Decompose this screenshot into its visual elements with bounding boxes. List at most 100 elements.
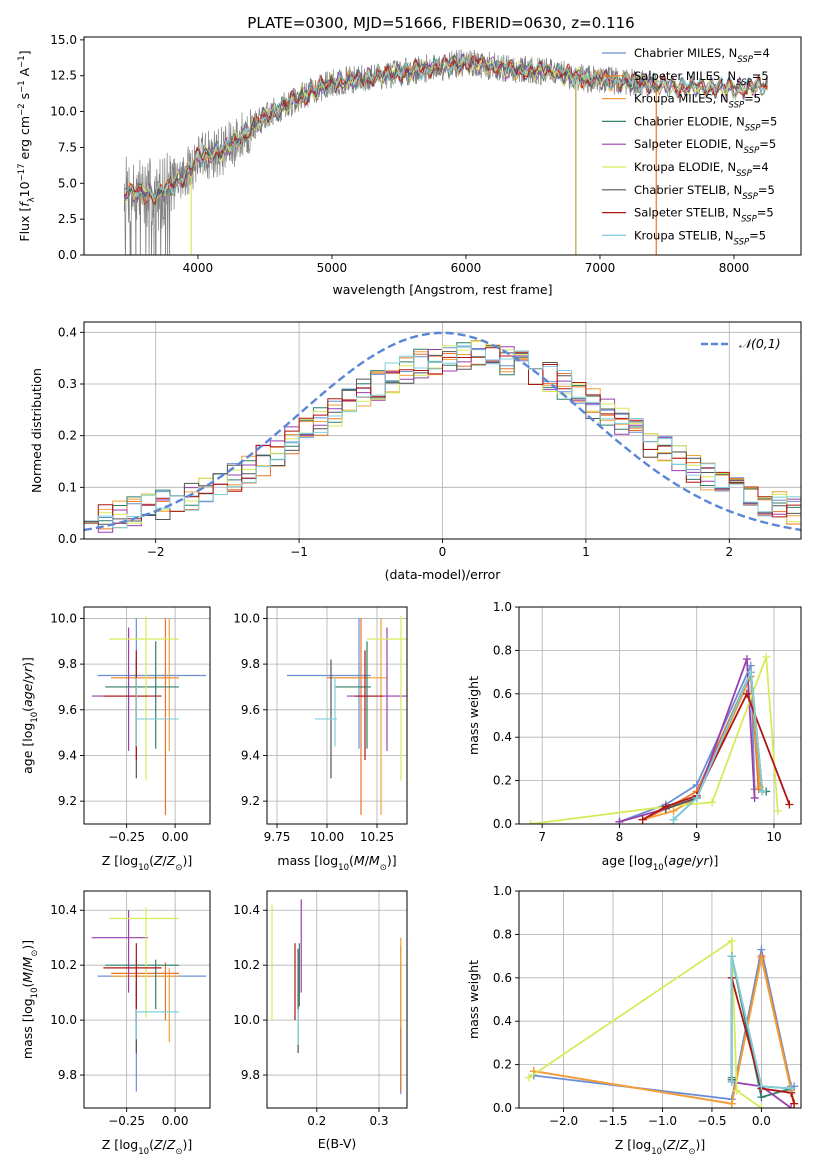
- x-tick-label: −2.0: [549, 1114, 578, 1128]
- plot-area: [84, 331, 801, 533]
- mass-weight-marker: [615, 817, 624, 824]
- y-tick-label: 0.0: [493, 1101, 512, 1115]
- x-tick-label: 7: [538, 830, 546, 844]
- plot-background: [84, 891, 210, 1108]
- x-tick-label: 8000: [719, 261, 750, 275]
- y-tick-label: 0.4: [58, 325, 77, 339]
- mass-weight-line: [730, 955, 792, 1090]
- y-tick-label: 10.4: [233, 903, 260, 917]
- residual-histogram: [84, 351, 801, 525]
- x-tick-label: 2: [725, 545, 733, 559]
- axes-frame: [518, 890, 802, 1109]
- plot-mass-vs-Z: −0.25 0.00 9.8 10.0 10.2 10.4 Z [log10(Z/Z⊙)] m…: [20, 890, 211, 1157]
- mass-weight-marker: [790, 1099, 799, 1108]
- axes-frame: [518, 606, 802, 825]
- y-tick-label: 7.5: [58, 140, 77, 154]
- plot-area: [287, 616, 407, 815]
- y-tick-label: 0.8: [493, 927, 512, 941]
- mass-weight-marker: [669, 806, 678, 815]
- y-axis-label: Normed distribution: [29, 368, 44, 493]
- mass-weight-marker: [785, 800, 794, 809]
- residual-histogram: [84, 345, 801, 529]
- x-tick-label: 9.75: [264, 830, 291, 844]
- x-tick-label: 0.00: [162, 830, 189, 844]
- plot-area: [91, 907, 207, 1092]
- x-tick-label: 0: [439, 545, 447, 559]
- y-tick-label: 9.8: [241, 1068, 260, 1082]
- y-tick-label: 0.0: [493, 817, 512, 831]
- residual-histogram: [84, 347, 801, 524]
- x-tick-label: 0.0: [752, 1114, 771, 1128]
- legend-entry: 𝒩(0,1): [739, 336, 781, 351]
- y-tick-label: 10.0: [233, 1013, 260, 1027]
- x-tick-label: 1: [582, 545, 590, 559]
- y-tick-label: 9.6: [241, 703, 260, 717]
- x-axis-label: wavelength [Angstrom, rest frame]: [332, 282, 552, 297]
- x-tick-label: 10.25: [360, 830, 394, 844]
- legend-entry: Chabrier ELODIE, NSSP=5: [634, 114, 777, 133]
- plot-residuals: −2 −1 0 1 2 0.0 0.1 0.2 0.3 0.4 (data-model)/error…: [29, 321, 802, 582]
- model-spectrum: [123, 53, 768, 203]
- mass-weight-marker: [757, 1093, 766, 1102]
- plot-area: [271, 899, 402, 1095]
- plot-area: [524, 936, 799, 1108]
- y-tick-label: 0.6: [493, 971, 512, 985]
- y-tick-label: 0.2: [493, 1058, 512, 1072]
- x-tick-label: 10.00: [310, 830, 344, 844]
- plot-mass-vs-ebv: 0.2 0.3 9.8 10.0 10.2 10.4 E(B-V): [233, 890, 408, 1151]
- y-tick-label: 2.5: [58, 212, 77, 226]
- y-tick-label: 10.4: [50, 903, 77, 917]
- model-spectrum: [123, 52, 768, 204]
- plot-massweight-vs-age: 7 8 9 10 0.0 0.2 0.4 0.6 0.8 1.0 mass weight age [l…: [466, 600, 802, 873]
- x-tick-label: −2: [147, 545, 165, 559]
- legend-entry: Chabrier MILES, NSSP=4: [634, 46, 770, 65]
- y-tick-label: 0.2: [58, 429, 77, 443]
- y-tick-label: 10.0: [50, 611, 77, 625]
- y-tick-label: 0.4: [493, 730, 512, 744]
- mass-weight-line: [528, 939, 762, 1108]
- y-tick-label: 0.2: [493, 774, 512, 788]
- plot-background: [267, 891, 407, 1108]
- mass-weight-marker: [750, 793, 759, 802]
- mass-weight-marker: [762, 652, 771, 661]
- mass-weight-line: [730, 977, 795, 1104]
- mass-weight-marker: [727, 1099, 736, 1108]
- y-tick-label: 9.8: [241, 657, 260, 671]
- plot-massweight-vs-Z: −2.0 −1.5 −1.0 −0.5 0.0 0.0 0.2 0.4 0.6 0.8 1.0 mas…: [466, 884, 802, 1157]
- y-axis-label: Flux [fλ10−17 erg cm−2 s−1 A−1]: [17, 50, 37, 241]
- mass-weight-marker: [742, 655, 751, 664]
- plot-area: [91, 616, 207, 815]
- x-axis-label: Z [log10(Z/Z⊙)]: [102, 853, 192, 873]
- x-tick-label: 10: [766, 830, 781, 844]
- mass-weight-marker: [727, 936, 736, 945]
- y-tick-label: 0.0: [58, 532, 77, 546]
- x-axis-label: Z [log10(Z/Z⊙)]: [615, 1137, 705, 1157]
- x-tick-label: −0.25: [108, 830, 145, 844]
- plot-area: [123, 49, 768, 255]
- mass-weight-marker: [638, 815, 647, 824]
- y-tick-label: 10.0: [233, 611, 260, 625]
- x-tick-label: 5000: [317, 261, 348, 275]
- y-axis-label: mass weight: [466, 676, 481, 755]
- mass-weight-marker: [787, 1104, 796, 1108]
- axes-frame: [266, 890, 408, 1109]
- y-tick-label: 9.2: [241, 794, 260, 808]
- axes-frame: [83, 606, 211, 825]
- y-tick-label: 0.4: [493, 1014, 512, 1028]
- y-tick-label: 0.0: [58, 248, 77, 262]
- x-tick-label: 4000: [183, 261, 214, 275]
- x-tick-label: 9: [693, 830, 701, 844]
- plot-background: [267, 607, 407, 824]
- x-axis-label: E(B-V): [318, 1136, 357, 1151]
- x-tick-label: −1: [290, 545, 308, 559]
- mass-weight-marker: [692, 793, 701, 802]
- model-spectrum: [123, 53, 768, 206]
- y-tick-label: 10.2: [233, 958, 260, 972]
- y-tick-label: 9.8: [58, 657, 77, 671]
- y-axis-label: age [log10(age/yr)]: [20, 657, 40, 774]
- axes-frame: [83, 36, 802, 256]
- x-axis-label: (data-model)/error: [385, 567, 502, 582]
- plot-age-vs-mass: 9.75 10.00 10.25 9.2 9.4 9.6 9.8 10.0 mass [log1…: [233, 606, 408, 873]
- mass-weight-marker: [526, 820, 535, 824]
- mass-weight-marker: [746, 668, 755, 677]
